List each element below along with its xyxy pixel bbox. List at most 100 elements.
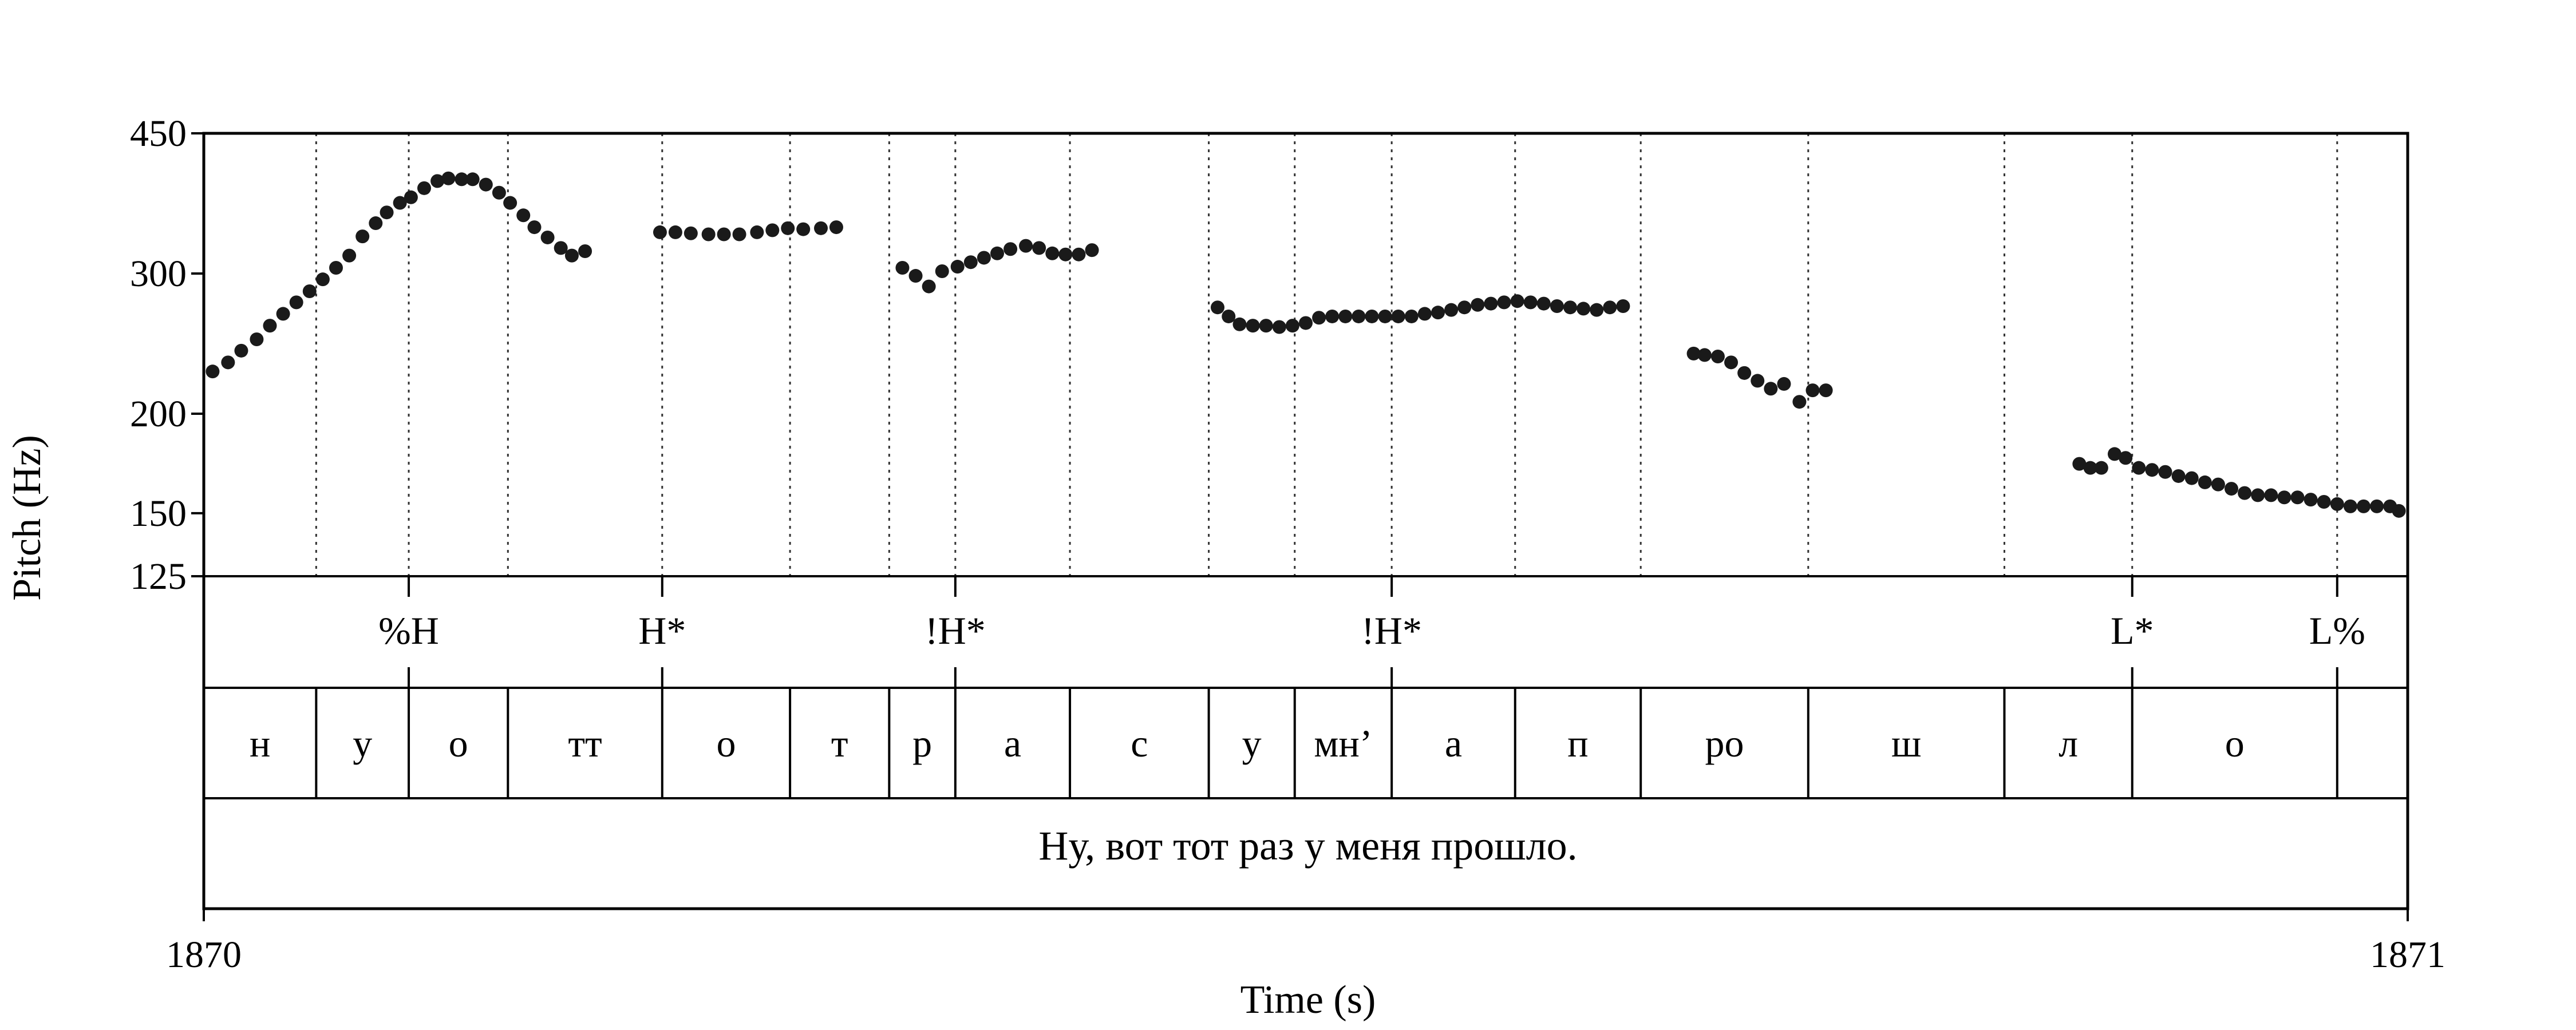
pitch-point <box>263 319 277 333</box>
pitch-point <box>935 264 949 278</box>
segment-label: ро <box>1705 722 1744 765</box>
pitch-point <box>1058 247 1073 262</box>
pitch-point <box>653 225 667 239</box>
segment-label: а <box>1445 722 1462 765</box>
pitch-point <box>276 307 290 321</box>
pitch-point <box>564 248 579 263</box>
y-tick-label: 200 <box>130 393 187 435</box>
pitch-point <box>369 216 383 231</box>
pitch-point <box>701 227 716 241</box>
tone-label: !H* <box>925 609 986 652</box>
pitch-point <box>1603 300 1617 315</box>
pitch-point <box>2330 497 2344 511</box>
pitch-point <box>1417 307 1432 321</box>
pitch-point <box>554 241 568 255</box>
pitch-point <box>750 225 764 239</box>
pitch-point <box>2392 504 2406 518</box>
pitch-point <box>895 261 910 275</box>
pitch-point <box>2107 447 2121 461</box>
pitch-point <box>1697 348 1712 362</box>
tone-label: L% <box>2309 609 2365 652</box>
pitch-point <box>683 226 698 240</box>
pitch-point <box>302 284 317 298</box>
pitch-point <box>342 248 357 263</box>
tone-label: !H* <box>1361 609 1422 652</box>
tone-label: L* <box>2111 609 2154 652</box>
pitch-point <box>908 269 923 283</box>
pitch-point <box>2094 461 2108 475</box>
pitch-point <box>441 171 456 185</box>
pitch-point <box>1686 346 1701 360</box>
pitch-point <box>765 223 780 237</box>
pitch-point <box>380 205 394 220</box>
segment-label: п <box>1567 722 1588 765</box>
pitch-point <box>963 255 978 270</box>
pitch-point <box>492 185 506 200</box>
segment-label: т <box>831 722 848 765</box>
pitch-point <box>2119 451 2133 465</box>
pitch-point <box>221 355 235 370</box>
pitch-point <box>990 246 1004 260</box>
segment-label: а <box>1004 722 1021 765</box>
pitch-point <box>1003 242 1018 256</box>
pitch-point <box>1777 377 1791 391</box>
pitch-point <box>503 196 517 210</box>
pitch-point <box>1246 319 1260 333</box>
pitch-point <box>1019 239 1033 253</box>
pitch-point <box>2198 475 2212 489</box>
pitch-point <box>1085 243 1099 258</box>
pitch-point <box>1805 383 1820 398</box>
pitch-point <box>2370 499 2384 513</box>
segment-label: мн’ <box>1314 722 1372 765</box>
pitch-point <box>1365 309 1379 323</box>
pitch-point <box>814 221 828 235</box>
pitch-point <box>1737 366 1752 380</box>
segment-label: о <box>449 722 468 765</box>
x-tick-label: 1871 <box>2370 934 2445 976</box>
pitch-point <box>1751 374 1765 388</box>
pitch-point <box>315 272 330 287</box>
segment-label: с <box>1131 722 1148 765</box>
tone-label: H* <box>638 609 686 652</box>
pitch-point <box>1484 296 1498 311</box>
pitch-point <box>2357 499 2370 513</box>
pitch-point <box>668 225 682 239</box>
pitch-point <box>1338 309 1353 323</box>
pitch-point <box>1457 300 1472 315</box>
segment-label: у <box>1242 722 1262 765</box>
pitch-point <box>393 196 407 210</box>
pitch-point <box>1764 382 1778 396</box>
pitch-point <box>1378 309 1392 323</box>
y-tick-label: 450 <box>130 113 187 154</box>
pitch-point <box>234 343 248 358</box>
pitch-point <box>1072 247 1086 262</box>
pitch-point <box>527 220 542 235</box>
pitch-point <box>1819 383 1833 398</box>
segment-boundary-grid <box>315 133 2338 576</box>
pitch-point <box>1032 241 1046 255</box>
frame-border <box>202 132 2409 910</box>
sentence-text: Ну, вот тот раз у меня прошло. <box>1038 823 1577 869</box>
pitch-point <box>2083 461 2097 475</box>
pitch-point <box>1550 299 1564 313</box>
pitch-point <box>717 227 731 241</box>
pitch-point <box>1312 311 1326 325</box>
pitch-point <box>1404 309 1419 323</box>
pitch-point <box>977 251 991 265</box>
pitch-point <box>417 181 431 195</box>
pitch-point <box>1590 303 1604 317</box>
pitch-point <box>2171 469 2186 483</box>
pitch-point <box>1211 300 1224 315</box>
pitch-point <box>1352 309 1366 323</box>
pitch-point <box>796 222 811 236</box>
pitch-point <box>2238 486 2252 500</box>
segment-label: н <box>250 722 270 765</box>
pitch-point <box>732 227 746 241</box>
pitch-point <box>950 260 965 274</box>
pitch-point <box>465 172 480 187</box>
pitch-point <box>404 190 418 204</box>
segment-label: р <box>912 722 932 765</box>
pitch-point <box>1563 300 1577 315</box>
pitch-point <box>2225 482 2238 496</box>
pitch-point <box>1222 309 1236 323</box>
